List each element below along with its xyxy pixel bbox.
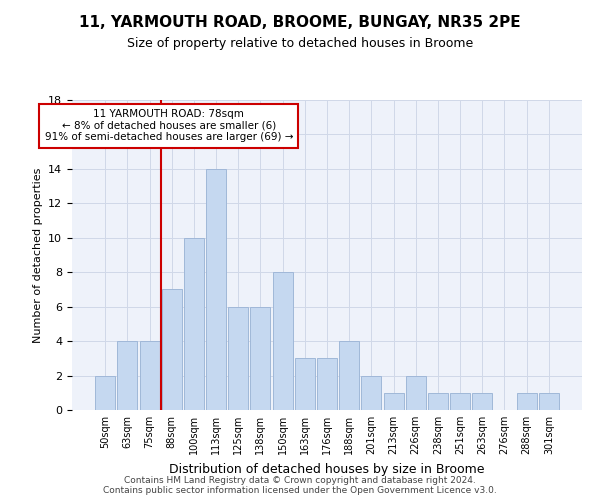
Bar — [406, 376, 426, 410]
Y-axis label: Number of detached properties: Number of detached properties — [32, 168, 43, 342]
Bar — [361, 376, 382, 410]
Bar — [250, 306, 271, 410]
Text: Contains HM Land Registry data © Crown copyright and database right 2024.: Contains HM Land Registry data © Crown c… — [124, 476, 476, 485]
Bar — [317, 358, 337, 410]
Bar — [295, 358, 315, 410]
Bar — [184, 238, 204, 410]
Bar — [118, 341, 137, 410]
X-axis label: Distribution of detached houses by size in Broome: Distribution of detached houses by size … — [169, 462, 485, 475]
Bar — [140, 341, 160, 410]
Bar — [450, 393, 470, 410]
Bar — [272, 272, 293, 410]
Bar — [206, 169, 226, 410]
Text: Size of property relative to detached houses in Broome: Size of property relative to detached ho… — [127, 38, 473, 51]
Bar — [162, 290, 182, 410]
Bar — [428, 393, 448, 410]
Text: Contains public sector information licensed under the Open Government Licence v3: Contains public sector information licen… — [103, 486, 497, 495]
Text: 11 YARMOUTH ROAD: 78sqm
← 8% of detached houses are smaller (6)
91% of semi-deta: 11 YARMOUTH ROAD: 78sqm ← 8% of detached… — [44, 110, 293, 142]
Bar — [339, 341, 359, 410]
Bar — [472, 393, 492, 410]
Bar — [228, 306, 248, 410]
Bar — [95, 376, 115, 410]
Text: 11, YARMOUTH ROAD, BROOME, BUNGAY, NR35 2PE: 11, YARMOUTH ROAD, BROOME, BUNGAY, NR35 … — [79, 15, 521, 30]
Bar — [539, 393, 559, 410]
Bar — [517, 393, 536, 410]
Bar — [383, 393, 404, 410]
